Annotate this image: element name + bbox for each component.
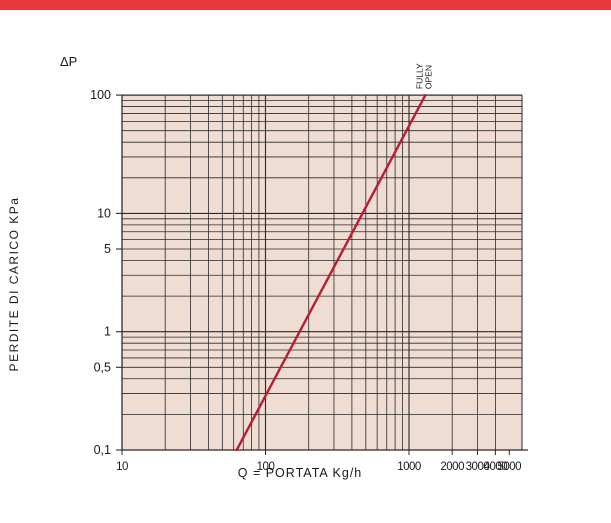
plot-area <box>122 95 522 450</box>
y-tick-label: 1 <box>104 325 111 339</box>
x-tick-label: 3000 <box>466 461 490 473</box>
y-unit-label: ΔP <box>60 54 78 69</box>
x-tick-label: 4000 <box>484 461 508 473</box>
x-tick-label: 100 <box>257 461 275 473</box>
series-line <box>235 93 427 452</box>
y-tick-label: 0,1 <box>94 443 111 457</box>
curve-annotation-label: OPEN <box>423 65 433 89</box>
x-tick-label: 10 <box>116 461 128 473</box>
y-tick-label: 10 <box>97 206 111 220</box>
y-tick-label: 5 <box>104 242 111 256</box>
y-axis-title: PERDITE DI CARICO KPa <box>7 196 21 372</box>
annotations: FULLY OPEN <box>414 63 433 89</box>
x-tick-label: 2000 <box>440 461 464 473</box>
top-accent-bar <box>0 0 611 10</box>
x-tick-label: 5000 <box>498 461 522 473</box>
y-tick-label: 100 <box>90 88 111 102</box>
x-tick-label: 1000 <box>397 461 421 473</box>
curve-annotation-label: FULLY <box>414 63 424 89</box>
y-tick-labels: 0,1 0,5 1 5 10 100 <box>90 88 111 457</box>
axes-frame <box>116 94 528 455</box>
y-tick-label: 0,5 <box>94 360 111 374</box>
series-curves <box>235 93 427 452</box>
x-axis-title: Q = PORTATA Kg/h <box>237 466 363 480</box>
